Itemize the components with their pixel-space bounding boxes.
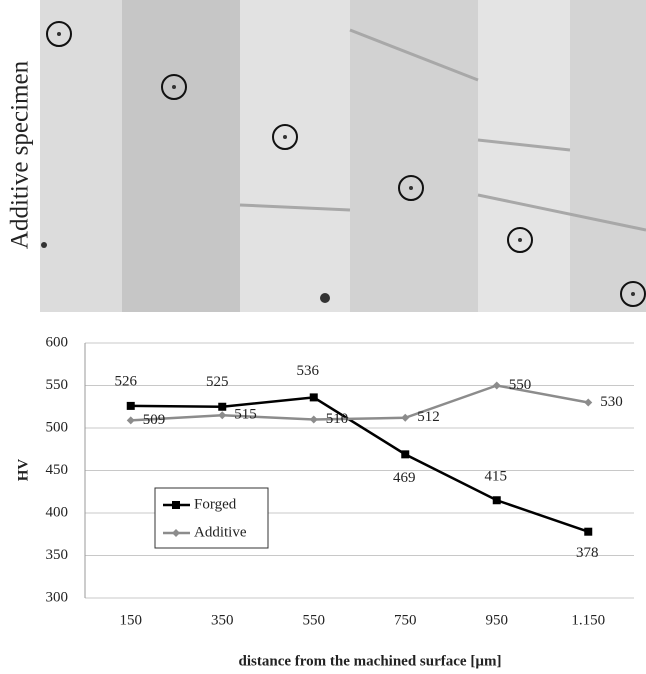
indent-circle bbox=[272, 124, 298, 150]
marker bbox=[492, 496, 501, 505]
data-label: 378 bbox=[576, 545, 599, 561]
legend-label: Additive bbox=[194, 524, 247, 540]
marker bbox=[401, 413, 410, 422]
indent-circle bbox=[46, 21, 72, 47]
series-line bbox=[130, 384, 589, 422]
y-tick-label: 300 bbox=[46, 589, 69, 605]
indent-circle bbox=[507, 227, 533, 253]
data-label: 510 bbox=[326, 411, 349, 427]
legend-marker bbox=[172, 529, 180, 537]
x-tick-label: 550 bbox=[303, 612, 326, 628]
legend-marker bbox=[172, 501, 180, 509]
micrograph-panel bbox=[122, 0, 240, 312]
marker bbox=[218, 402, 227, 411]
data-label: 550 bbox=[509, 377, 532, 393]
micrograph-panel bbox=[350, 0, 478, 312]
y-tick-label: 550 bbox=[46, 377, 69, 393]
x-tick-label: 350 bbox=[211, 612, 234, 628]
data-label: 415 bbox=[485, 469, 508, 485]
indent-dots bbox=[41, 32, 635, 303]
marker bbox=[126, 401, 135, 410]
y-tick-label: 350 bbox=[46, 547, 69, 563]
marker bbox=[401, 450, 410, 459]
marker bbox=[309, 393, 318, 402]
x-tick-label: 1.150 bbox=[571, 612, 605, 628]
indent-circle bbox=[161, 74, 187, 100]
marker bbox=[309, 415, 318, 424]
micrograph-panel bbox=[240, 0, 350, 312]
chart: 300 350 400 450 500 550 600 150 350 550 750 950 1.15… bbox=[46, 334, 634, 628]
data-label: 536 bbox=[297, 363, 320, 379]
data-label: 515 bbox=[234, 407, 257, 423]
micrograph: Additive specimen bbox=[7, 0, 646, 312]
data-label: 525 bbox=[206, 374, 229, 390]
x-tick-label: 150 bbox=[120, 612, 143, 628]
data-label: 512 bbox=[417, 409, 440, 425]
legend-box bbox=[154, 487, 269, 549]
y-axis-title: HV bbox=[15, 459, 31, 482]
y-tick-label: 400 bbox=[46, 504, 69, 520]
data-label: 526 bbox=[115, 373, 138, 389]
x-axis-title: distance from the machined surface [µm] bbox=[239, 653, 502, 669]
micrograph-panel bbox=[570, 0, 646, 312]
marker bbox=[584, 527, 593, 536]
y-tick-label: 450 bbox=[46, 462, 69, 478]
marker bbox=[584, 398, 593, 407]
image-label: Additive specimen bbox=[7, 60, 34, 249]
marker bbox=[492, 381, 501, 390]
micrograph-panel bbox=[478, 0, 570, 312]
micrograph-panel bbox=[40, 0, 122, 312]
marker bbox=[126, 416, 135, 425]
data-label: 469 bbox=[393, 470, 416, 486]
indent-circle bbox=[620, 281, 646, 307]
x-tick-label: 750 bbox=[394, 612, 417, 628]
legend-label: Forged bbox=[194, 496, 237, 512]
data-label: 530 bbox=[600, 394, 623, 410]
scratch bbox=[239, 28, 646, 232]
x-tick-label: 950 bbox=[486, 612, 509, 628]
y-tick-label: 500 bbox=[46, 419, 69, 435]
indent-circle bbox=[398, 175, 424, 201]
series-line bbox=[130, 396, 589, 533]
data-label: 509 bbox=[143, 412, 166, 428]
indent-circles bbox=[46, 21, 646, 307]
marker bbox=[218, 411, 227, 420]
y-tick-label: 600 bbox=[46, 334, 69, 350]
